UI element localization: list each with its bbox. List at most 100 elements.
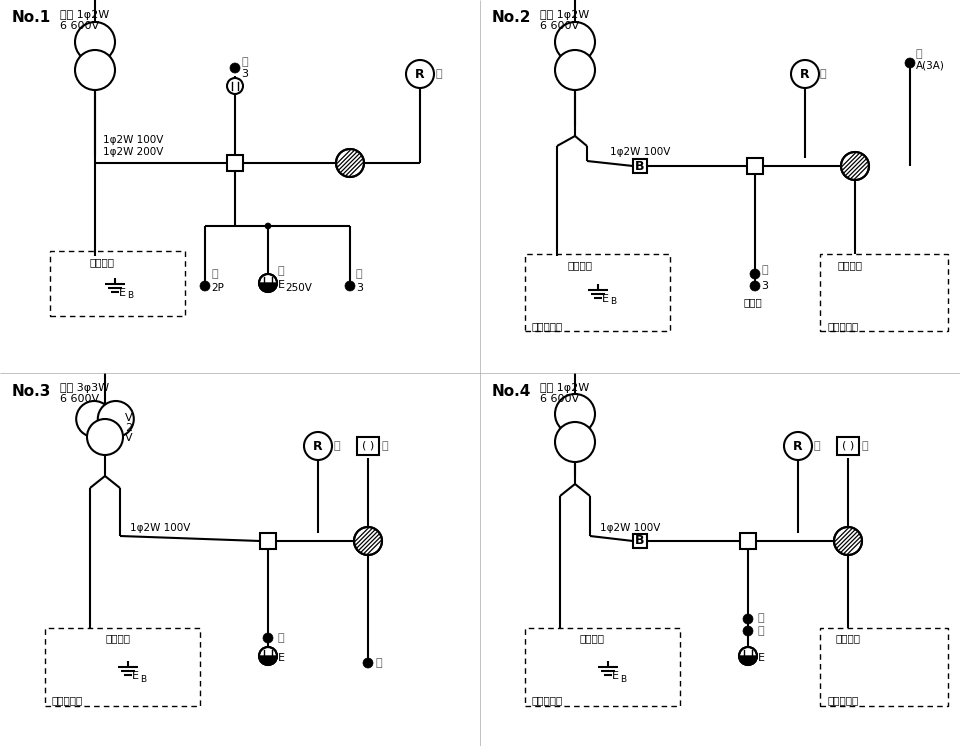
Circle shape xyxy=(200,281,210,291)
Text: イ: イ xyxy=(813,441,820,451)
Text: イ: イ xyxy=(435,69,442,79)
Text: 他の負荷へ: 他の負荷へ xyxy=(828,695,859,705)
Text: イ: イ xyxy=(758,613,764,623)
Circle shape xyxy=(363,658,373,668)
Text: ロ: ロ xyxy=(278,266,284,276)
Text: 切替用: 切替用 xyxy=(743,297,761,307)
Text: 2P: 2P xyxy=(211,283,224,293)
Text: イ: イ xyxy=(758,626,764,636)
Circle shape xyxy=(555,422,595,462)
Text: 3: 3 xyxy=(761,281,768,291)
Circle shape xyxy=(75,50,115,90)
Text: E: E xyxy=(758,653,765,663)
Circle shape xyxy=(98,401,133,437)
Circle shape xyxy=(76,401,112,437)
Text: 他の負荷へ: 他の負荷へ xyxy=(532,695,564,705)
Text: 施工省略: 施工省略 xyxy=(835,633,860,643)
Text: R: R xyxy=(793,439,803,453)
Text: E: E xyxy=(602,294,609,304)
Text: ( ): ( ) xyxy=(842,441,854,451)
Circle shape xyxy=(336,149,364,177)
Text: イ: イ xyxy=(356,269,363,279)
Text: E: E xyxy=(119,288,126,298)
Polygon shape xyxy=(259,656,277,665)
Text: 6 600V: 6 600V xyxy=(60,21,99,31)
Text: No.2: No.2 xyxy=(492,10,532,25)
Circle shape xyxy=(750,281,760,291)
Text: ロ: ロ xyxy=(211,269,218,279)
Text: 3: 3 xyxy=(241,69,248,79)
Text: E: E xyxy=(132,671,139,681)
FancyBboxPatch shape xyxy=(633,534,647,548)
Text: 1φ2W 100V: 1φ2W 100V xyxy=(130,523,190,533)
FancyBboxPatch shape xyxy=(260,533,276,549)
Circle shape xyxy=(555,50,595,90)
Text: 他の負荷へ: 他の負荷へ xyxy=(828,321,859,331)
Text: ( ): ( ) xyxy=(362,441,374,451)
Polygon shape xyxy=(259,283,277,292)
Text: イ: イ xyxy=(761,265,768,275)
Text: 施工省略: 施工省略 xyxy=(838,260,863,270)
FancyBboxPatch shape xyxy=(740,533,756,549)
Text: No.1: No.1 xyxy=(12,10,51,25)
Text: E: E xyxy=(278,653,285,663)
Text: ロ: ロ xyxy=(381,441,388,451)
Text: 250V: 250V xyxy=(285,283,312,293)
Circle shape xyxy=(555,394,595,434)
Text: 施工省略: 施工省略 xyxy=(568,260,593,270)
Text: イ: イ xyxy=(861,441,868,451)
Text: 電源 1φ2W: 電源 1φ2W xyxy=(60,10,109,20)
Circle shape xyxy=(784,432,812,460)
FancyBboxPatch shape xyxy=(357,437,379,455)
Circle shape xyxy=(265,223,271,229)
Text: 2: 2 xyxy=(125,423,132,433)
Text: R: R xyxy=(415,67,425,81)
Circle shape xyxy=(555,22,595,62)
Circle shape xyxy=(230,63,240,73)
Text: V: V xyxy=(125,433,132,443)
Text: ロ: ロ xyxy=(278,633,284,643)
Text: 施工省略: 施工省略 xyxy=(90,257,115,267)
Circle shape xyxy=(739,647,757,665)
FancyBboxPatch shape xyxy=(747,158,763,174)
Text: V: V xyxy=(125,413,132,423)
Text: E: E xyxy=(278,280,285,290)
Circle shape xyxy=(345,281,355,291)
Circle shape xyxy=(841,152,869,180)
Text: A(3A): A(3A) xyxy=(916,61,945,71)
Circle shape xyxy=(227,78,243,94)
Polygon shape xyxy=(739,656,757,665)
Text: イ: イ xyxy=(241,57,248,67)
Text: 3: 3 xyxy=(356,283,363,293)
Text: B: B xyxy=(610,298,616,307)
Circle shape xyxy=(354,527,382,555)
Circle shape xyxy=(791,60,819,88)
Text: B: B xyxy=(636,534,645,548)
Text: イ: イ xyxy=(820,69,827,79)
Text: 電源 1φ2W: 電源 1φ2W xyxy=(540,10,589,20)
Text: No.4: No.4 xyxy=(492,383,532,398)
Circle shape xyxy=(905,58,915,68)
Circle shape xyxy=(263,633,273,643)
Text: B: B xyxy=(636,160,645,172)
Text: 施工省略: 施工省略 xyxy=(105,633,130,643)
Circle shape xyxy=(743,626,753,636)
Circle shape xyxy=(259,274,277,292)
Text: 他の負荷へ: 他の負荷へ xyxy=(52,695,84,705)
Text: E: E xyxy=(612,671,619,681)
Text: 1φ2W 100V: 1φ2W 100V xyxy=(103,135,163,145)
Text: イ: イ xyxy=(333,441,340,451)
Text: B: B xyxy=(127,292,133,301)
Text: 6 600V: 6 600V xyxy=(60,394,99,404)
Circle shape xyxy=(304,432,332,460)
Circle shape xyxy=(834,527,862,555)
Text: B: B xyxy=(620,674,626,683)
Text: 1φ2W 100V: 1φ2W 100V xyxy=(600,523,660,533)
FancyBboxPatch shape xyxy=(837,437,859,455)
Text: イ: イ xyxy=(375,658,382,668)
Text: 施工省略: 施工省略 xyxy=(580,633,605,643)
Circle shape xyxy=(406,60,434,88)
Text: 電源 1φ2W: 電源 1φ2W xyxy=(540,383,589,393)
Text: No.3: No.3 xyxy=(12,383,52,398)
FancyBboxPatch shape xyxy=(633,159,647,173)
